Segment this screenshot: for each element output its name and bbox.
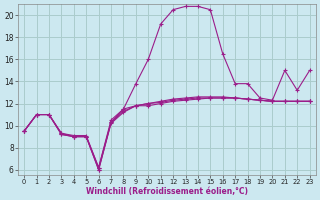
X-axis label: Windchill (Refroidissement éolien,°C): Windchill (Refroidissement éolien,°C) bbox=[86, 187, 248, 196]
